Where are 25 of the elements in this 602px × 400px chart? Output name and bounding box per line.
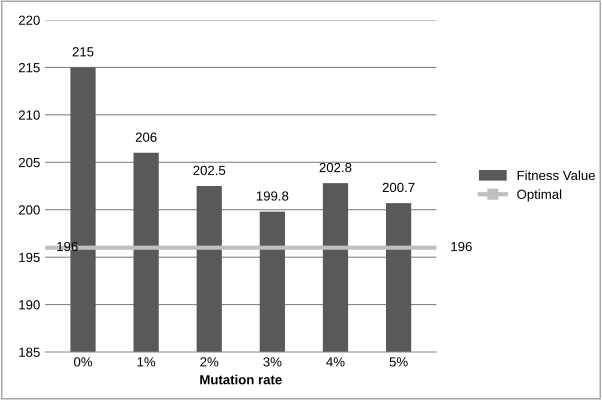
legend-label: Fitness Value (518, 170, 595, 180)
y-tick-label: 200 (18, 205, 40, 215)
x-tick-label: 4% (326, 357, 345, 366)
legend-label: Optimal (517, 189, 562, 202)
y-tick-label: 205 (18, 158, 40, 168)
data-label: 206 (136, 132, 157, 142)
data-label: 202.5 (193, 166, 226, 176)
y-tick-label: 215 (18, 62, 40, 72)
x-axis-title: Mutation rate (200, 374, 282, 384)
x-tick-label: 1% (138, 357, 156, 366)
y-tick-label: 220 (18, 16, 40, 25)
y-tick-label: 190 (19, 300, 40, 310)
data-label: 200.7 (382, 182, 414, 192)
data-label: 199.8 (256, 191, 288, 201)
data-label: 215 (72, 47, 94, 56)
y-tick-label: 210 (18, 110, 40, 120)
data-label: 202.8 (320, 162, 352, 172)
x-tick-label: 2% (200, 357, 218, 366)
text: 196 (451, 242, 472, 252)
x-tick-label: 5% (390, 357, 408, 367)
annotation: 196 (57, 242, 78, 252)
x-tick-label: 3% (263, 357, 282, 367)
x-tick-label: 0% (74, 357, 92, 367)
y-tick-label: 195 (19, 252, 40, 262)
y-tick-label: 185 (19, 348, 40, 357)
